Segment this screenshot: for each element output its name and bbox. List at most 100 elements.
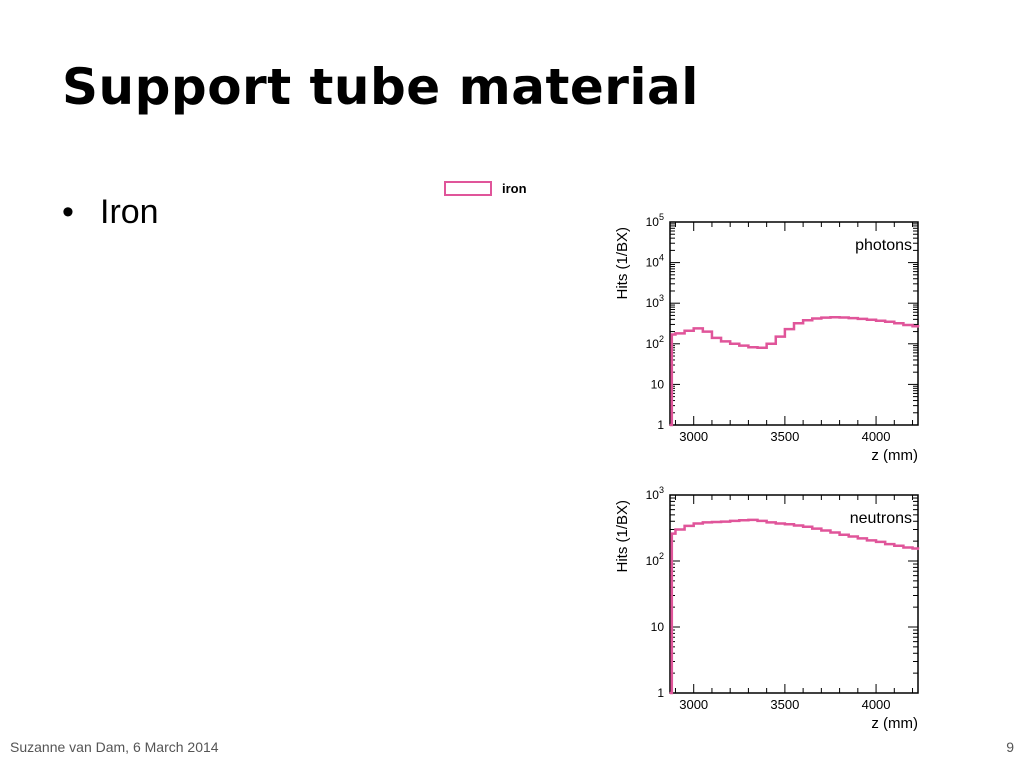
- data-point: [829, 531, 832, 534]
- plot-frame: [669, 221, 919, 426]
- x-axis-label: z (mm): [871, 715, 918, 732]
- data-point: [875, 319, 877, 322]
- data-point: [720, 520, 722, 523]
- y-axis-label: Hits (1/BX): [614, 500, 631, 573]
- series-photons: [669, 316, 920, 427]
- data-point: [671, 333, 673, 336]
- bullet-marker: •: [62, 193, 74, 231]
- y-tick-label: 105: [646, 212, 664, 229]
- data-point: [692, 522, 695, 525]
- x-tick-label: 3500: [770, 429, 799, 444]
- data-point: [674, 332, 677, 335]
- data-point: [911, 547, 914, 550]
- data-point: [683, 525, 686, 527]
- y-tick-label: 1: [657, 686, 664, 700]
- y-tick-label: 102: [646, 334, 664, 351]
- data-point: [811, 317, 814, 320]
- x-tick-label: 3000: [679, 697, 708, 712]
- x-tick-label: 3500: [770, 697, 799, 712]
- data-point: [793, 322, 795, 325]
- data-point: [671, 532, 673, 535]
- legend-swatch-iron: [444, 181, 492, 196]
- data-point: [802, 319, 804, 322]
- neutrons-chart: 3000 3500 4000 1 10 102 103 z (mm) Hits (1/BX) ne…: [614, 485, 920, 732]
- data-point: [857, 537, 859, 540]
- data-point: [820, 529, 823, 532]
- data-point: [911, 325, 914, 328]
- y-tick-label: 102: [646, 551, 664, 568]
- data-point: [893, 544, 896, 547]
- data-point: [820, 316, 823, 319]
- data-point: [674, 528, 677, 531]
- data-point: [747, 519, 750, 521]
- data-point: [811, 527, 814, 530]
- data-point: [884, 320, 886, 323]
- data-point: [893, 322, 896, 325]
- x-tick-label: 4000: [862, 697, 891, 712]
- data-point: [729, 520, 731, 522]
- data-point: [738, 519, 741, 522]
- page-number: 9: [1006, 739, 1014, 755]
- legend: iron: [444, 181, 527, 196]
- data-point: [884, 543, 886, 545]
- data-point: [720, 340, 722, 343]
- x-axis-label: z (mm): [871, 447, 918, 464]
- bullet-list: • Iron: [62, 192, 159, 232]
- data-point: [784, 523, 786, 526]
- y-tick-label: 1: [657, 418, 664, 432]
- data-point: [829, 316, 832, 319]
- data-point: [784, 328, 786, 330]
- photons-chart: 3000 3500 4000 1 10 102 103 104 105 z (mm) Hits (1…: [614, 212, 920, 464]
- data-point: [711, 337, 713, 339]
- data-point: [875, 541, 877, 543]
- data-point: [917, 548, 919, 551]
- plot-frame: [669, 494, 919, 694]
- footer-author-date: Suzanne van Dam, 6 March 2014: [10, 739, 219, 755]
- data-point: [738, 344, 741, 347]
- chart-annotation: photons: [855, 237, 912, 254]
- series-neutrons: [669, 518, 920, 695]
- x-tick-label: 4000: [862, 429, 891, 444]
- series-line: [670, 518, 920, 695]
- data-point: [692, 327, 695, 330]
- legend-label-iron: iron: [502, 181, 527, 196]
- slide-title: Support tube material: [62, 58, 699, 116]
- data-point: [765, 343, 768, 345]
- data-point: [683, 329, 686, 332]
- data-point: [902, 546, 905, 549]
- x-tick-label: 3000: [679, 429, 708, 444]
- y-axis-label: Hits (1/BX): [614, 227, 631, 300]
- data-point: [847, 317, 850, 319]
- data-point: [729, 343, 731, 345]
- data-point: [917, 326, 919, 328]
- data-point: [765, 521, 768, 524]
- data-point: [702, 330, 704, 333]
- bullet-item: • Iron: [62, 192, 159, 232]
- data-point: [866, 319, 868, 321]
- y-tick-label: 10: [651, 620, 665, 634]
- y-tick-label: 103: [646, 293, 664, 310]
- data-point: [857, 318, 859, 320]
- data-point: [747, 346, 750, 349]
- data-point: [756, 346, 759, 349]
- series-line: [670, 316, 920, 427]
- data-point: [669, 692, 671, 694]
- data-point: [802, 525, 804, 528]
- bullet-text: Iron: [100, 193, 159, 231]
- data-point: [774, 335, 777, 338]
- data-point: [774, 522, 777, 525]
- data-point: [669, 424, 671, 426]
- y-tick-label: 104: [646, 253, 664, 270]
- chart-annotation: neutrons: [850, 510, 912, 527]
- data-point: [702, 521, 704, 524]
- data-point: [756, 520, 759, 522]
- data-point: [902, 324, 905, 326]
- y-tick-label: 10: [651, 377, 665, 391]
- data-point: [847, 535, 850, 538]
- data-point: [793, 524, 795, 527]
- data-point: [711, 521, 713, 523]
- data-point: [838, 533, 841, 536]
- y-tick-label: 103: [646, 485, 664, 502]
- data-point: [866, 539, 868, 542]
- data-point: [838, 316, 841, 319]
